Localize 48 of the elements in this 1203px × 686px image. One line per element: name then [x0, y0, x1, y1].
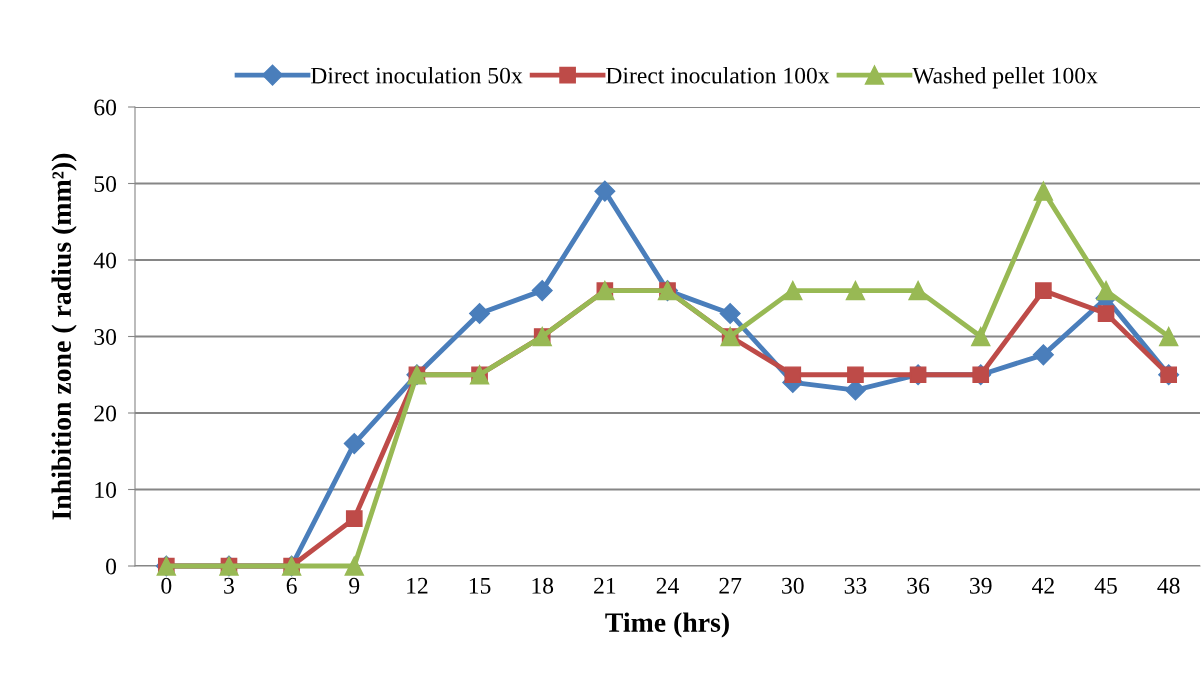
x-tick-label: 36 — [907, 577, 930, 594]
point — [343, 433, 365, 455]
x-tick-label: 45 — [1094, 577, 1117, 594]
x-tick-label: 18 — [532, 577, 554, 594]
point — [1032, 344, 1054, 366]
y-tick-label: 30 — [94, 328, 117, 345]
x-tick-label: 15 — [469, 577, 491, 594]
y-tick-label: 10 — [95, 481, 117, 498]
x-tick-label: 21 — [594, 577, 616, 594]
x-tick-label: 12 — [407, 577, 428, 594]
point — [594, 180, 616, 202]
point — [1158, 326, 1179, 347]
point — [1035, 282, 1052, 299]
y-tick-label: 0 — [106, 558, 117, 575]
point — [845, 280, 866, 301]
x-tick-label: 42 — [1032, 577, 1054, 594]
x-tick-label: 27 — [719, 577, 742, 594]
x-axis-title: Time (hrs) — [605, 612, 729, 638]
y-tick-label: 50 — [94, 175, 117, 192]
y-axis-title: Inhibition zone ( radius (mm²)) — [51, 153, 77, 520]
point — [784, 366, 802, 384]
x-tick-label: 3 — [224, 577, 234, 594]
point — [719, 303, 741, 325]
point — [1097, 305, 1115, 322]
point — [345, 510, 363, 527]
x-tick-label: 9 — [349, 577, 360, 594]
y-tick-label: 40 — [93, 252, 117, 269]
x-tick-label: 48 — [1157, 577, 1180, 594]
x-tick-label: 30 — [782, 577, 804, 594]
x-tick-label: 0 — [161, 577, 172, 594]
y-tick-label: 20 — [94, 405, 117, 422]
x-tick-label: 6 — [286, 577, 297, 594]
legend-label: Direct inoculation 100x — [606, 66, 830, 84]
x-tick-label: 39 — [970, 577, 992, 594]
legend-label: Washed pellet 100x — [912, 66, 1098, 89]
x-tick-label: 33 — [844, 577, 867, 594]
point — [908, 280, 928, 301]
legend-label: Direct inoculation 50x — [310, 66, 523, 84]
y-tick-label: 60 — [94, 99, 117, 116]
point — [469, 303, 491, 325]
point — [971, 326, 991, 347]
point — [783, 280, 803, 301]
point — [1033, 181, 1054, 201]
x-tick-label: 24 — [656, 577, 679, 594]
point — [344, 556, 364, 576]
point — [847, 366, 864, 384]
point — [531, 280, 553, 302]
point — [1096, 280, 1116, 301]
